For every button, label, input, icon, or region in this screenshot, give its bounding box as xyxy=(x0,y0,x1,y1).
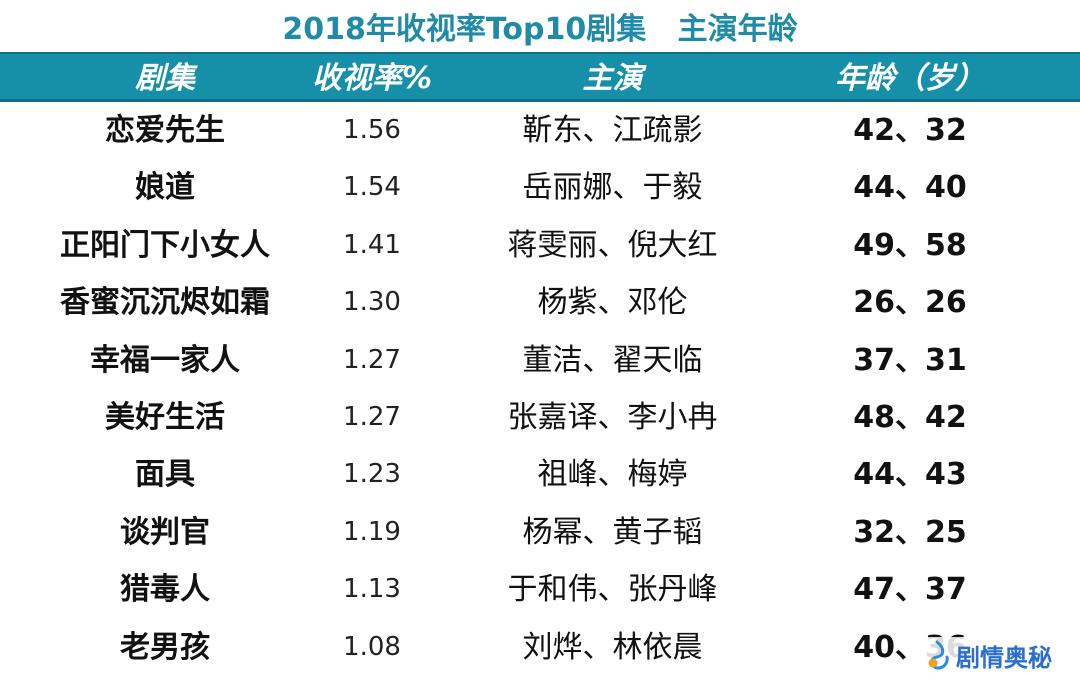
watermark-text: 剧情奥秘 xyxy=(956,643,1052,672)
header-actors: 主演 xyxy=(582,61,643,96)
rating-cell: 1.13 xyxy=(343,574,401,605)
drama-cell: 娘道 xyxy=(135,170,195,206)
ages-cell: 44、40 xyxy=(853,170,967,206)
drama-cell: 恋爱先生 xyxy=(105,113,225,148)
ages-cell: 48、42 xyxy=(853,400,967,435)
rating-cell: 1.19 xyxy=(343,516,401,547)
header-drama: 剧集 xyxy=(135,61,195,96)
actors-cell: 祖峰、梅婷 xyxy=(537,457,688,493)
drama-cell: 美好生活 xyxy=(105,400,225,435)
drama-cell: 猎毒人 xyxy=(120,572,210,608)
header-rating: 收视率% xyxy=(311,61,433,96)
table-row: 恋爱先生 1.56 靳东、江疏影 42、32 xyxy=(0,102,1080,159)
table-body: 恋爱先生 1.56 靳东、江疏影 42、32 娘道 1.54 岳丽娜、于毅 44… xyxy=(0,102,1080,687)
drama-cell: 正阳门下小女人 xyxy=(60,227,270,263)
ages-cell: 32、25 xyxy=(853,514,967,550)
actors-cell: 蒋雯丽、倪大红 xyxy=(507,227,718,263)
rating-cell: 1.27 xyxy=(343,402,401,432)
ages-cell: 49、58 xyxy=(853,227,967,263)
rating-cell: 1.54 xyxy=(343,172,401,203)
table-title: 2018年收视率Top10剧集 主演年龄 xyxy=(282,12,798,47)
actors-cell: 靳东、江疏影 xyxy=(522,113,703,148)
table-row: 美好生活 1.27 张嘉译、李小冉 48、42 xyxy=(0,389,1080,446)
actors-cell: 杨幂、黄子韬 xyxy=(522,514,703,550)
drama-cell: 老男孩 xyxy=(120,629,210,665)
actors-cell: 杨紫、邓伦 xyxy=(537,285,688,321)
table-header: 剧集 收视率% 主演 年龄（岁） xyxy=(0,52,1080,102)
watermark: 剧情奥秘 xyxy=(920,637,1056,673)
table-row: 娘道 1.54 岳丽娜、于毅 44、40 xyxy=(0,159,1080,216)
actors-cell: 刘烨、林依晨 xyxy=(522,629,703,665)
ages-cell: 42、32 xyxy=(853,113,967,148)
table-row: 幸福一家人 1.27 董洁、翟天临 37、31 xyxy=(0,332,1080,389)
rating-cell: 1.30 xyxy=(343,287,401,318)
table-row: 香蜜沉沉烬如霜 1.30 杨紫、邓伦 26、26 xyxy=(0,274,1080,331)
table-row: 猎毒人 1.13 于和伟、张丹峰 47、37 xyxy=(0,561,1080,618)
drama-cell: 谈判官 xyxy=(120,514,210,550)
rating-cell: 1.41 xyxy=(343,229,401,260)
ages-cell: 44、43 xyxy=(853,457,967,493)
rating-cell: 1.27 xyxy=(343,344,401,375)
actors-cell: 董洁、翟天临 xyxy=(522,342,703,378)
table-row: 面具 1.23 祖峰、梅婷 44、43 xyxy=(0,446,1080,503)
table-row: 老男孩 1.08 刘烨、林依晨 40、36 xyxy=(0,619,1080,676)
drama-cell: 面具 xyxy=(135,457,195,493)
table-row: 谈判官 1.19 杨幂、黄子韬 32、25 xyxy=(0,504,1080,561)
rating-cell: 1.08 xyxy=(343,631,401,662)
header-ages: 年龄（岁） xyxy=(835,61,985,96)
actors-cell: 岳丽娜、于毅 xyxy=(522,170,703,206)
drama-cell: 香蜜沉沉烬如霜 xyxy=(60,285,270,321)
table-row: 正阳门下小女人 1.41 蒋雯丽、倪大红 49、58 xyxy=(0,217,1080,274)
ages-cell: 37、31 xyxy=(853,342,967,378)
ages-cell: 26、26 xyxy=(853,285,967,321)
music-note-logo-icon xyxy=(928,640,949,670)
rating-cell: 1.56 xyxy=(343,115,401,145)
drama-cell: 幸福一家人 xyxy=(90,342,240,378)
ages-cell: 47、37 xyxy=(853,572,967,608)
actors-cell: 于和伟、张丹峰 xyxy=(507,572,718,608)
rating-cell: 1.23 xyxy=(343,459,401,490)
actors-cell: 张嘉译、李小冉 xyxy=(507,400,718,435)
